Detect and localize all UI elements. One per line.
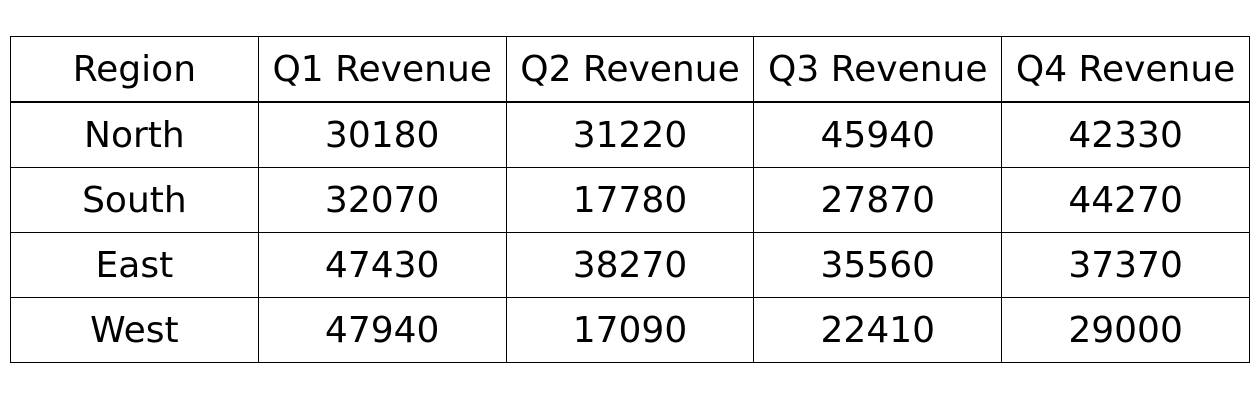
region-cell: East xyxy=(10,232,259,298)
revenue-cell: 17090 xyxy=(505,297,755,363)
revenue-cell: 45940 xyxy=(753,101,1003,168)
table-header: Region Q1 Revenue Q2 Revenue Q3 Revenue Q4 R… xyxy=(10,36,1250,103)
revenue-cell: 47430 xyxy=(257,232,507,298)
revenue-cell: 30180 xyxy=(257,101,507,168)
region-cell: South xyxy=(10,167,259,233)
table-body: North 30180 31220 45940 42330 South 32070 17780… xyxy=(10,101,1250,363)
revenue-cell: 44270 xyxy=(1001,167,1250,233)
revenue-cell: 22410 xyxy=(753,297,1003,363)
revenue-cell: 17780 xyxy=(505,167,755,233)
revenue-cell: 29000 xyxy=(1001,297,1250,363)
revenue-cell: 38270 xyxy=(505,232,755,298)
revenue-cell: 42330 xyxy=(1001,101,1250,168)
table-row: South 32070 17780 27870 44270 xyxy=(10,167,1250,233)
column-header-q4-revenue: Q4 Revenue xyxy=(1001,36,1250,103)
revenue-cell: 37370 xyxy=(1001,232,1250,298)
revenue-cell: 27870 xyxy=(753,167,1003,233)
revenue-table: Region Q1 Revenue Q2 Revenue Q3 Revenue Q4 R… xyxy=(10,36,1250,363)
table-row: West 47940 17090 22410 29000 xyxy=(10,297,1250,363)
table-row: North 30180 31220 45940 42330 xyxy=(10,101,1250,168)
revenue-cell: 47940 xyxy=(257,297,507,363)
column-header-q3-revenue: Q3 Revenue xyxy=(753,36,1003,103)
table-row: East 47430 38270 35560 37370 xyxy=(10,232,1250,298)
column-header-q1-revenue: Q1 Revenue xyxy=(257,36,507,103)
revenue-cell: 31220 xyxy=(505,101,755,168)
column-header-region: Region xyxy=(10,36,259,103)
revenue-cell: 35560 xyxy=(753,232,1003,298)
region-cell: West xyxy=(10,297,259,363)
column-header-q2-revenue: Q2 Revenue xyxy=(505,36,755,103)
header-row: Region Q1 Revenue Q2 Revenue Q3 Revenue Q4 R… xyxy=(10,36,1250,103)
region-cell: North xyxy=(10,101,259,168)
revenue-cell: 32070 xyxy=(257,167,507,233)
